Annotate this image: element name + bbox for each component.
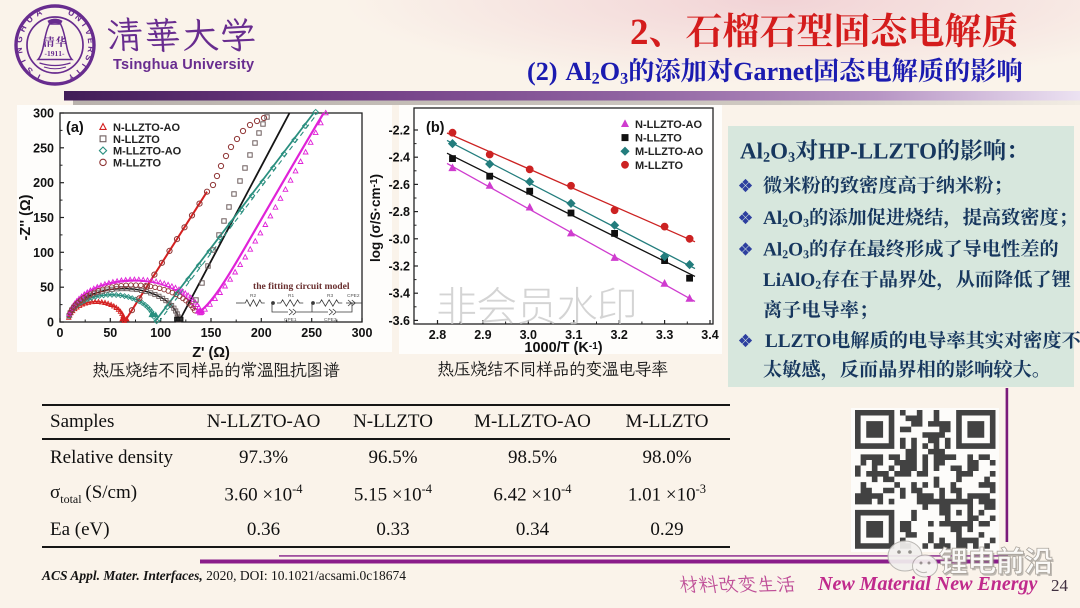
svg-text:300: 300: [33, 107, 54, 121]
svg-text:R3: R3: [327, 293, 333, 299]
svg-text:-3.4: -3.4: [388, 287, 410, 301]
svg-text:M-LLZTO-AO: M-LLZTO-AO: [113, 146, 182, 158]
svg-text:V: V: [83, 28, 94, 37]
svg-text:3.3: 3.3: [656, 328, 673, 342]
svg-text:N-LLZTO-AO: N-LLZTO-AO: [635, 119, 702, 131]
svg-text:A: A: [34, 7, 44, 19]
svg-text:2.9: 2.9: [474, 328, 491, 342]
svg-text:N-LLZTO-AO: N-LLZTO-AO: [113, 122, 180, 134]
svg-text:3.1: 3.1: [565, 328, 582, 342]
svg-text:3.2: 3.2: [611, 328, 628, 342]
svg-text:G: G: [14, 35, 25, 43]
svg-text:100: 100: [33, 246, 54, 260]
svg-text:log (σ/S·cm-1): log (σ/S·cm-1): [368, 174, 383, 262]
svg-text:M-LLZTO: M-LLZTO: [113, 157, 162, 169]
svg-text:U: U: [24, 14, 35, 25]
svg-text:N-LLZTO: N-LLZTO: [635, 133, 682, 145]
svg-text:-3.6: -3.6: [388, 314, 410, 328]
svg-text:(a): (a): [66, 120, 84, 136]
svg-text:-2.4: -2.4: [388, 151, 410, 165]
svg-text:200: 200: [251, 326, 272, 340]
svg-text:-3.2: -3.2: [388, 260, 410, 274]
svg-text:S: S: [83, 54, 94, 63]
svg-text:I: I: [80, 20, 90, 28]
svg-text:200: 200: [33, 176, 54, 190]
svg-text:1000/T (K-1): 1000/T (K-1): [524, 340, 602, 356]
svg-text:250: 250: [301, 326, 322, 340]
svg-text:-Z'' (Ω): -Z'' (Ω): [18, 194, 34, 240]
svg-text:N-LLZTO: N-LLZTO: [113, 134, 160, 146]
svg-text:M-LLZTO-AO: M-LLZTO-AO: [635, 146, 704, 158]
svg-text:250: 250: [33, 141, 54, 155]
svg-text:CPE2: CPE2: [347, 293, 360, 299]
svg-text:S: S: [24, 65, 35, 76]
svg-text:-2.6: -2.6: [388, 178, 410, 192]
svg-text:N: N: [73, 12, 84, 24]
svg-text:Tsinghua University: Tsinghua University: [113, 57, 254, 73]
svg-text:the fitting circuit model: the fitting circuit model: [253, 281, 350, 292]
svg-text:E: E: [86, 37, 97, 44]
svg-text:R1: R1: [288, 293, 294, 299]
svg-text:CPE1: CPE1: [284, 317, 297, 323]
svg-text:100: 100: [150, 326, 171, 340]
svg-text:-2.2: -2.2: [388, 124, 410, 138]
svg-text:0: 0: [47, 316, 54, 330]
svg-text:I: I: [18, 58, 28, 65]
svg-text:M-LLZTO: M-LLZTO: [635, 160, 684, 172]
svg-text:Z' (Ω): Z' (Ω): [192, 345, 230, 361]
svg-text:2.8: 2.8: [429, 328, 446, 342]
svg-text:50: 50: [40, 281, 54, 295]
svg-text:T: T: [73, 67, 84, 78]
svg-text:N: N: [14, 47, 25, 55]
svg-text:T: T: [33, 71, 43, 83]
svg-text:-3.0: -3.0: [388, 232, 410, 246]
svg-text:150: 150: [33, 211, 54, 225]
svg-text:150: 150: [201, 326, 222, 340]
svg-text:H: H: [17, 24, 29, 34]
svg-text:3.0: 3.0: [520, 328, 537, 342]
svg-text:-2.8: -2.8: [388, 205, 410, 219]
svg-text:CPE3: CPE3: [324, 317, 337, 323]
svg-text:(b): (b): [426, 120, 445, 136]
svg-text:0: 0: [57, 326, 64, 340]
svg-text:3.4: 3.4: [701, 328, 718, 342]
svg-text:Y: Y: [66, 72, 76, 84]
svg-text:U: U: [66, 7, 76, 19]
svg-text:R2: R2: [250, 293, 256, 299]
svg-text:R: R: [86, 46, 97, 53]
svg-text:I: I: [80, 62, 90, 70]
svg-text:300: 300: [352, 326, 373, 340]
svg-text:50: 50: [103, 326, 117, 340]
